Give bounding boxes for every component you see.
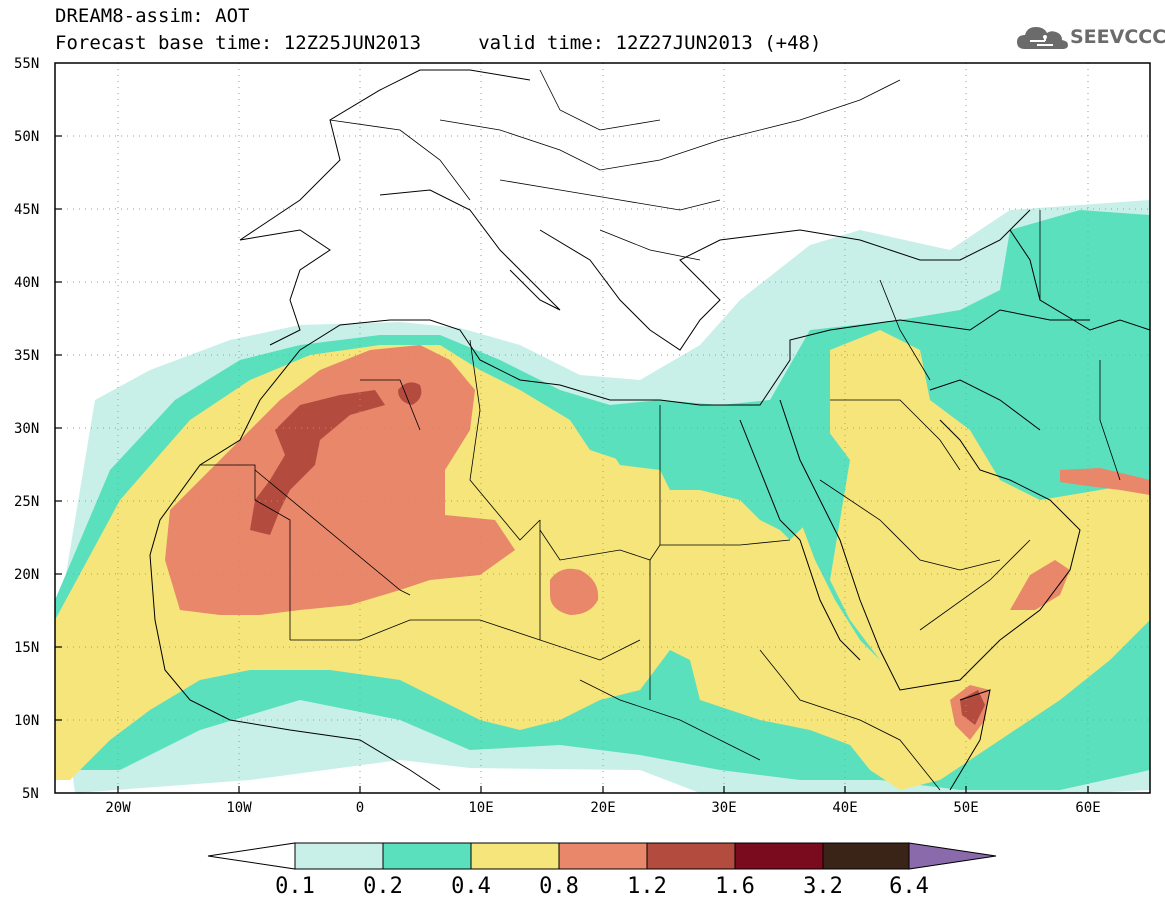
colorbar-label: 1.2 xyxy=(627,874,667,899)
lat-label: 25N xyxy=(14,494,39,510)
colorbar-segment xyxy=(470,842,560,870)
aot-contour-1.2-b xyxy=(398,382,422,405)
lat-labels: 55N 50N 45N 40N 35N 30N 25N 20N 15N 10N … xyxy=(14,56,39,802)
aot-contour-0.2-caspian xyxy=(970,350,1080,410)
coastlines xyxy=(149,69,1150,791)
lat-label: 40N xyxy=(14,275,39,291)
aot-contour-0.8-oman xyxy=(1010,560,1070,610)
lon-label: 10E xyxy=(468,800,493,816)
lat-label: 50N xyxy=(14,129,39,145)
colorbar-segment xyxy=(646,842,736,870)
lat-label: 5N xyxy=(22,786,39,802)
colorbar-under-arrow xyxy=(207,842,296,870)
lat-label: 10N xyxy=(14,713,39,729)
lon-label: 60E xyxy=(1075,800,1100,816)
lat-label: 55N xyxy=(14,56,39,72)
colorbar-label: 0.8 xyxy=(539,874,579,899)
aot-contour-1.2 xyxy=(250,390,385,535)
country-borders xyxy=(200,69,1121,791)
colorbar-segment xyxy=(734,842,824,870)
lon-label: 40E xyxy=(832,800,857,816)
colorbar-label: 3.2 xyxy=(803,874,843,899)
axis-ticks xyxy=(55,135,1089,793)
colorbar-label: 6.4 xyxy=(889,874,929,899)
colorbar-over-arrow xyxy=(908,842,997,870)
colorbar-segment xyxy=(294,842,384,870)
lon-label: 50E xyxy=(953,800,978,816)
colorbar-label: 1.6 xyxy=(715,874,755,899)
aot-contour-0.8-iran xyxy=(1060,468,1150,495)
lat-label: 45N xyxy=(14,202,39,218)
colorbar-labels: 0.1 0.2 0.4 0.8 1.2 1.6 3.2 6.4 xyxy=(275,874,929,899)
title-line-1: DREAM8-assim: AOT xyxy=(55,5,250,27)
title-line-2: Forecast base time: 12Z25JUN2013 valid t… xyxy=(55,32,822,54)
lon-label: 20W xyxy=(105,800,131,816)
lon-label: 10W xyxy=(226,800,252,816)
aot-contour-0.8 xyxy=(165,345,515,615)
colorbar xyxy=(207,842,997,870)
lon-label: 0 xyxy=(356,800,364,816)
aot-contour-0.2-egypt xyxy=(590,400,800,530)
lat-label: 35N xyxy=(14,348,39,364)
aot-contour-0.2-redsea xyxy=(780,420,880,660)
aot-contour-1.2-somalia xyxy=(960,690,985,725)
colorbar-label: 0.4 xyxy=(451,874,491,899)
lon-labels: 20W 10W 0 10E 20E 30E 40E 50E 60E xyxy=(105,800,1100,816)
logo-text: SEEVCCC xyxy=(1070,26,1165,48)
lat-label: 15N xyxy=(14,640,39,656)
lat-label: 30N xyxy=(14,421,39,437)
lon-label: 20E xyxy=(590,800,615,816)
gridlines xyxy=(55,63,1150,793)
lat-label: 20N xyxy=(14,567,39,583)
colorbar-label: 0.2 xyxy=(363,874,403,899)
colorbar-segment xyxy=(382,842,472,870)
colorbar-segment xyxy=(822,842,910,870)
cloud-icon xyxy=(1017,27,1068,49)
colorbar-segment xyxy=(558,842,648,870)
lon-label: 30E xyxy=(711,800,736,816)
aot-field xyxy=(55,63,1150,793)
aot-contour-0.8-chad xyxy=(550,568,599,615)
colorbar-label: 0.1 xyxy=(275,874,315,899)
